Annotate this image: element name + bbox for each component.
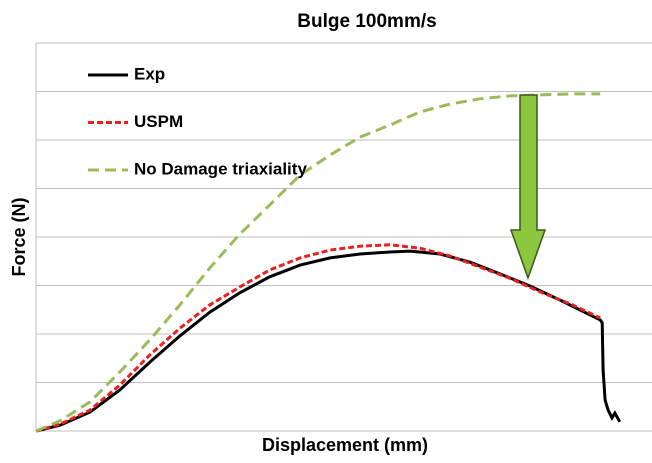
series-line: [35, 243, 601, 433]
series-line: [35, 249, 622, 433]
legend-label: No Damage triaxiality: [134, 159, 307, 178]
legend-label: USPM: [134, 112, 183, 131]
y-axis-label: Force (N): [9, 197, 29, 276]
arrow: [509, 94, 547, 281]
series-line: [35, 92, 601, 433]
chart-title: Bulge 100mm/s: [297, 11, 436, 32]
legend-label: Exp: [134, 64, 165, 83]
x-axis-label: Displacement (mm): [262, 435, 428, 455]
